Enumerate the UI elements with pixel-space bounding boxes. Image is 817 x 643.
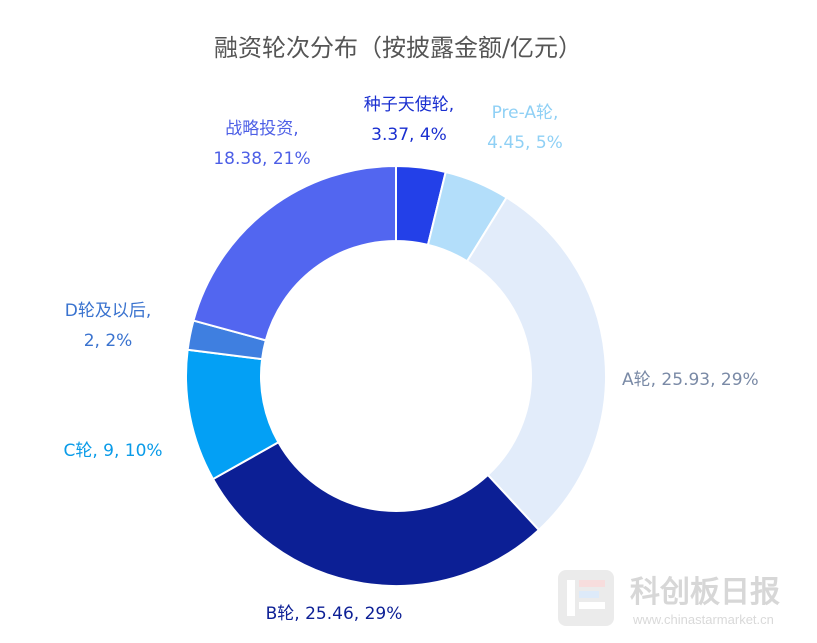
slice-label-6-line2: 18.38, 21%: [213, 149, 310, 169]
chart-title: 融资轮次分布（按披露金额/亿元）: [214, 34, 582, 62]
slice-label-3-line1: B轮, 25.46, 29%: [266, 604, 403, 624]
slice-6: [192, 164, 397, 342]
slice-3: [211, 440, 541, 587]
slice-label-4-line1: C轮, 9, 10%: [63, 441, 162, 461]
slice-label-0-line1: 种子天使轮,: [364, 94, 454, 115]
slice-label-1-line1: Pre-A轮,: [492, 103, 559, 123]
slice-label-0-line2: 3.37, 4%: [371, 125, 447, 145]
slice-label-5-line1: D轮及以后,: [65, 301, 152, 321]
slice-label-2-line1: A轮, 25.93, 29%: [622, 370, 759, 390]
watermark-url: www.chinastarmarket.cn: [632, 612, 774, 627]
slice-label-1-line2: 4.45, 5%: [487, 133, 563, 153]
slice-2: [465, 196, 607, 532]
watermark-logo-icon: [558, 570, 614, 626]
watermark-text: 科创板日报: [630, 575, 780, 610]
slice-label-5-line2: 2, 2%: [84, 331, 133, 351]
watermark: 科创板日报 www.chinastarmarket.cn: [558, 570, 780, 627]
slice-label-6-line1: 战略投资,: [225, 119, 298, 139]
slice-labels: 种子天使轮, 3.37, 4% Pre-A轮, 4.45, 5% A轮, 25.93, …: [63, 94, 758, 624]
donut-slices: [185, 164, 607, 587]
